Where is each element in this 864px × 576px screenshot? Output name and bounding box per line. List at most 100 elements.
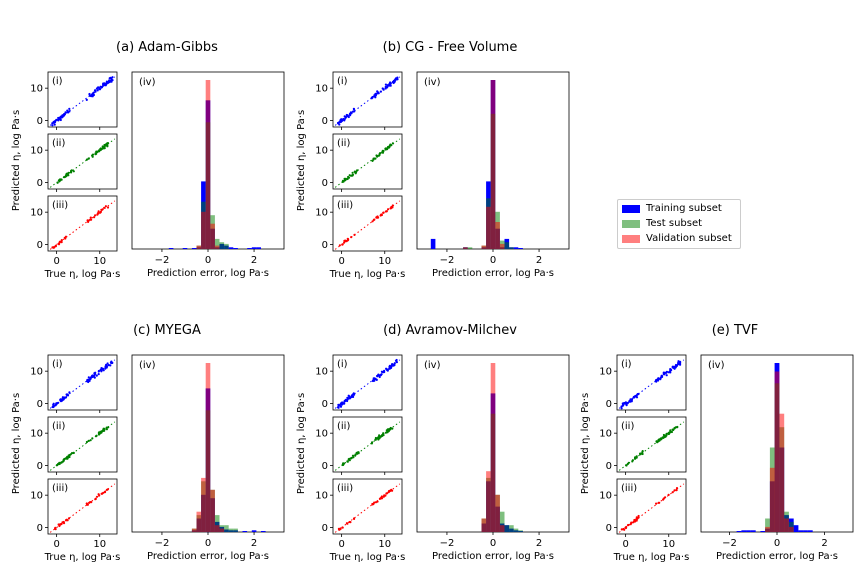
histogram-bar-validation [769, 467, 775, 532]
panel-label: (ii) [621, 421, 634, 432]
scatter-point [341, 119, 344, 122]
scatter-point [655, 379, 658, 382]
x-tick-label: 0 [774, 538, 780, 549]
scatter-point [70, 170, 73, 173]
y-tick-label: 0 [37, 399, 43, 410]
scatter-point [111, 361, 114, 364]
scatter-point [52, 403, 55, 406]
scatter-point [374, 501, 378, 504]
scatter-point [64, 111, 67, 114]
histogram-panel: (iv) −2 0 2 Prediction error, log Pa·s [131, 71, 285, 279]
scatter-point [394, 359, 398, 362]
scatter-point [98, 494, 101, 497]
scatter-point [660, 375, 663, 378]
histogram-bar-test [765, 518, 770, 532]
scatter-point [374, 96, 377, 99]
histogram-bar-training [182, 248, 188, 249]
scatter-point [343, 241, 346, 244]
scatter-point [657, 501, 660, 504]
scatter-point [393, 362, 396, 365]
scatter-point [101, 208, 104, 211]
scatter-point [388, 367, 391, 370]
scatter-point [380, 213, 383, 216]
panel-label: (i) [621, 359, 632, 370]
x-tick-label: 10 [378, 539, 391, 550]
scatter-panel-3: (iii) 0 10 [315, 478, 403, 537]
x-tick-label: 2 [536, 538, 542, 549]
scatter-point [101, 85, 104, 89]
chart-3: (c) MYEGA (i) 0 10 (ii) 0 10 (iii) 0 10 0 10 True η,… [11, 323, 285, 563]
scatter-point [66, 455, 69, 458]
scatter-point [91, 155, 94, 158]
scatter-point [344, 239, 347, 242]
scatter-point [103, 206, 106, 209]
y-tick-label: 10 [599, 367, 612, 378]
scatter-panel-3: (iii) 0 10 [315, 195, 403, 254]
scatter-point [100, 367, 103, 370]
scatter-point [87, 219, 90, 222]
scatter-point [374, 157, 377, 160]
scatter-xlabel: True η, log Pa·s [44, 269, 121, 280]
scatter-point [105, 488, 108, 491]
scatter-point [353, 517, 356, 521]
histogram-bar-validation [210, 489, 215, 533]
scatter-point [346, 238, 350, 241]
scatter-point [57, 401, 60, 404]
scatter-ylabel: Predicted η, log Pa·s [296, 393, 307, 494]
scatter-point [103, 429, 106, 432]
scatter-point [87, 439, 90, 442]
scatter-point [96, 212, 99, 215]
scatter-point [96, 89, 99, 92]
scatter-point [57, 119, 60, 122]
y-tick-label: 10 [315, 208, 328, 219]
scatter-point [63, 113, 66, 116]
panel-label: (i) [52, 76, 63, 87]
scatter-point [61, 114, 64, 117]
scatter-point [381, 149, 384, 152]
scatter-point [635, 516, 638, 519]
scatter-point [339, 119, 342, 122]
scatter-point [390, 206, 393, 210]
scatter-point [628, 400, 631, 403]
scatter-point [346, 115, 349, 118]
identity-line [334, 483, 401, 533]
scatter-panel-1: (i) 0 10 [30, 71, 118, 130]
scatter-point [620, 407, 623, 410]
scatter-point [68, 110, 71, 113]
histogram-bar-training [760, 531, 766, 532]
scatter-point [380, 370, 383, 373]
scatter-point [347, 394, 350, 397]
scatter-point [377, 216, 380, 219]
scatter-point [343, 177, 346, 180]
scatter-point [347, 175, 350, 179]
scatter-point [62, 520, 65, 524]
histogram-bar-training [191, 248, 197, 249]
histogram-xlabel: Prediction error, log Pa·s [147, 268, 269, 279]
scatter-point [657, 438, 660, 442]
scatter-point [52, 405, 55, 409]
histogram-bar-training [168, 248, 174, 249]
scatter-point [344, 399, 347, 402]
histogram-bar-test [233, 528, 238, 532]
histogram-bar-training [233, 248, 238, 249]
scatter-point [93, 374, 96, 377]
scatter-point [94, 435, 98, 438]
scatter-point [664, 496, 667, 499]
scatter-point [621, 402, 624, 405]
scatter-point [396, 78, 399, 81]
scatter-panel-1: (i) 0 10 [599, 354, 687, 413]
scatter-point [337, 404, 340, 407]
scatter-point [627, 461, 630, 464]
histogram-bar-validation [490, 80, 496, 249]
identity-line [618, 421, 685, 471]
histogram-bar-validation [490, 363, 496, 532]
histogram-bar-test [219, 242, 225, 249]
histogram-bar-training [513, 247, 519, 249]
scatter-point [353, 233, 356, 236]
scatter-point [623, 528, 626, 531]
histogram-bar-test [224, 243, 229, 249]
scatter-point [668, 431, 671, 434]
y-tick-label: 10 [315, 429, 328, 440]
scatter-point [337, 527, 340, 531]
scatter-point [341, 463, 344, 467]
